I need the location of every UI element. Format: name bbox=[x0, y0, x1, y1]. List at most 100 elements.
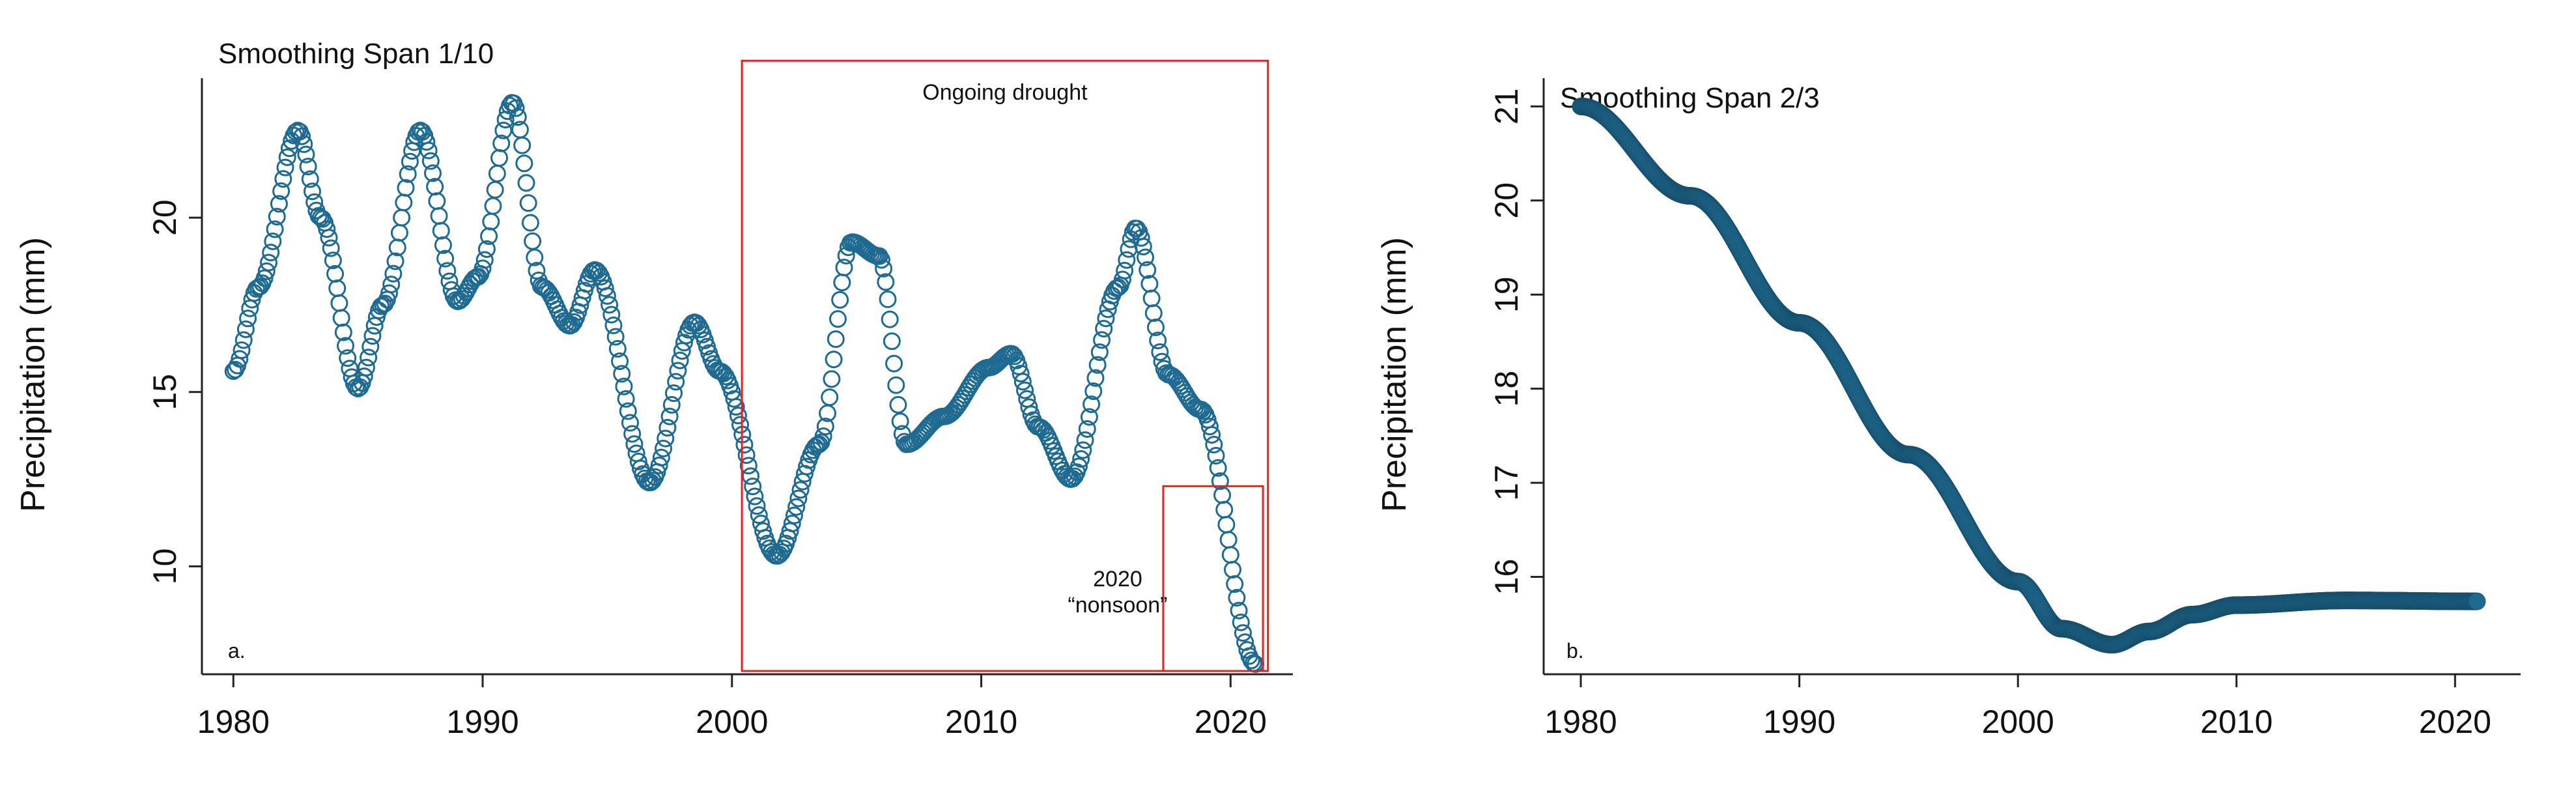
data-point bbox=[1055, 465, 1073, 483]
data-point bbox=[606, 328, 625, 346]
data-point bbox=[492, 134, 511, 152]
data-point bbox=[1134, 237, 1152, 255]
data-point bbox=[655, 439, 673, 457]
data-point bbox=[1116, 261, 1134, 279]
data-point bbox=[742, 467, 759, 485]
data-point bbox=[1224, 560, 1241, 578]
data-point bbox=[268, 208, 286, 226]
data-point bbox=[470, 268, 488, 286]
data-point bbox=[671, 351, 689, 369]
data-point bbox=[1146, 318, 1165, 336]
data-point bbox=[660, 407, 679, 425]
data-point bbox=[482, 212, 500, 231]
y-tick-label: 18 bbox=[1488, 371, 1525, 407]
chart-panel-b: 1980 1990 2000 2010 2020 16 17 18 19 20 21 Precipit… bbox=[1376, 78, 2521, 740]
data-point bbox=[1217, 515, 1236, 534]
data-point bbox=[746, 487, 764, 506]
data-point bbox=[667, 373, 685, 391]
data-point bbox=[361, 337, 380, 356]
y-tick-label: 16 bbox=[1488, 559, 1525, 595]
data-point bbox=[1228, 589, 1246, 607]
data-point bbox=[810, 435, 828, 453]
data-point bbox=[739, 457, 757, 475]
data-point bbox=[1142, 289, 1161, 307]
data-point bbox=[251, 278, 270, 296]
data-point bbox=[1095, 320, 1113, 338]
y-axis-title: Precipitation (mm) bbox=[14, 237, 52, 512]
x-tick-label: 2010 bbox=[945, 704, 1017, 740]
data-point bbox=[1137, 248, 1155, 266]
data-point bbox=[658, 419, 677, 437]
data-point bbox=[601, 296, 619, 314]
data-point bbox=[737, 446, 756, 464]
data-point bbox=[234, 331, 253, 349]
data-point bbox=[278, 148, 296, 166]
data-point bbox=[297, 145, 315, 164]
data-point bbox=[823, 370, 841, 388]
x-tick-label: 2010 bbox=[2200, 704, 2272, 740]
data-point bbox=[270, 195, 288, 213]
data-point bbox=[521, 214, 539, 232]
data-point bbox=[748, 497, 766, 515]
data-point bbox=[596, 279, 614, 297]
data-point bbox=[754, 522, 772, 540]
data-point bbox=[611, 352, 629, 370]
data-point bbox=[1074, 441, 1092, 459]
data-point bbox=[731, 416, 750, 434]
data-point bbox=[623, 425, 642, 443]
data-point bbox=[434, 236, 452, 254]
y-tick-label: 20 bbox=[1488, 182, 1525, 219]
data-point bbox=[428, 192, 446, 210]
data-point bbox=[787, 498, 806, 516]
data-point bbox=[1105, 282, 1124, 300]
data-point bbox=[621, 414, 639, 432]
data-point bbox=[879, 290, 897, 308]
data-point bbox=[418, 133, 436, 151]
data-point bbox=[236, 320, 255, 338]
data-point bbox=[1232, 613, 1250, 631]
data-point bbox=[644, 472, 662, 490]
data-point bbox=[486, 180, 504, 199]
data-point bbox=[1012, 364, 1030, 382]
data-point bbox=[382, 276, 401, 294]
y-tick-label: 10 bbox=[147, 549, 183, 585]
data-point bbox=[488, 164, 506, 182]
data-point bbox=[1144, 304, 1163, 322]
data-point bbox=[357, 358, 375, 377]
data-point bbox=[330, 294, 348, 312]
data-point bbox=[399, 165, 417, 183]
data-point bbox=[509, 108, 527, 126]
data-point bbox=[260, 253, 277, 272]
data-point bbox=[517, 174, 535, 192]
data-point bbox=[1200, 418, 1219, 436]
data-point bbox=[669, 362, 687, 380]
data-point bbox=[519, 194, 537, 212]
data-point bbox=[360, 349, 378, 367]
data-point bbox=[320, 229, 338, 247]
x-tick-label: 2020 bbox=[2419, 704, 2491, 740]
data-point bbox=[885, 354, 903, 373]
data-point bbox=[299, 158, 317, 176]
x-tick-label: 1990 bbox=[1763, 704, 1835, 740]
y-tick-label: 15 bbox=[147, 374, 183, 410]
data-point bbox=[272, 182, 290, 200]
nonsoon-2020-box bbox=[1162, 485, 1264, 672]
data-point bbox=[318, 220, 336, 238]
chart-panel-a: 1980 1990 2000 2010 2020 10 15 20 Precipitation … bbox=[14, 38, 1293, 740]
data-point bbox=[650, 456, 668, 474]
data-point bbox=[401, 152, 419, 171]
data-point bbox=[783, 515, 801, 533]
data-point bbox=[1128, 220, 1146, 238]
data-point bbox=[264, 232, 282, 250]
data-point bbox=[1242, 651, 1260, 670]
data-point bbox=[513, 136, 531, 154]
data-point bbox=[1205, 436, 1223, 454]
data-point bbox=[1090, 343, 1109, 362]
data-point bbox=[430, 207, 448, 225]
data-point bbox=[436, 250, 455, 268]
data-point bbox=[490, 149, 509, 167]
data-point bbox=[303, 182, 321, 201]
data-point bbox=[524, 232, 542, 250]
data-point bbox=[1203, 426, 1221, 444]
